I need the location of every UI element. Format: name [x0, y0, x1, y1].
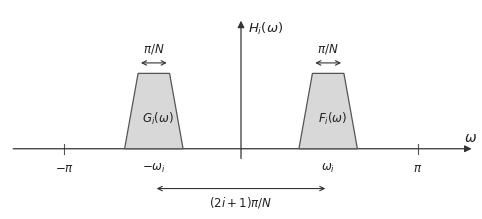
Text: $\pi/N$: $\pi/N$ — [143, 42, 164, 56]
Text: $\pi/N$: $\pi/N$ — [318, 42, 339, 56]
Text: $-\omega_i$: $-\omega_i$ — [142, 162, 166, 175]
Text: $F_i(\omega)$: $F_i(\omega)$ — [318, 111, 348, 127]
Text: $(2i+1)\pi/N$: $(2i+1)\pi/N$ — [209, 195, 273, 210]
Text: $-\pi$: $-\pi$ — [55, 162, 74, 175]
Text: $\pi$: $\pi$ — [413, 162, 422, 175]
Polygon shape — [299, 73, 358, 149]
Text: $H_i(\omega)$: $H_i(\omega)$ — [248, 21, 283, 37]
Polygon shape — [124, 73, 183, 149]
Text: $G_i(\omega)$: $G_i(\omega)$ — [143, 111, 174, 127]
Text: $\omega$: $\omega$ — [464, 131, 477, 145]
Text: $\omega_i$: $\omega_i$ — [321, 162, 335, 175]
